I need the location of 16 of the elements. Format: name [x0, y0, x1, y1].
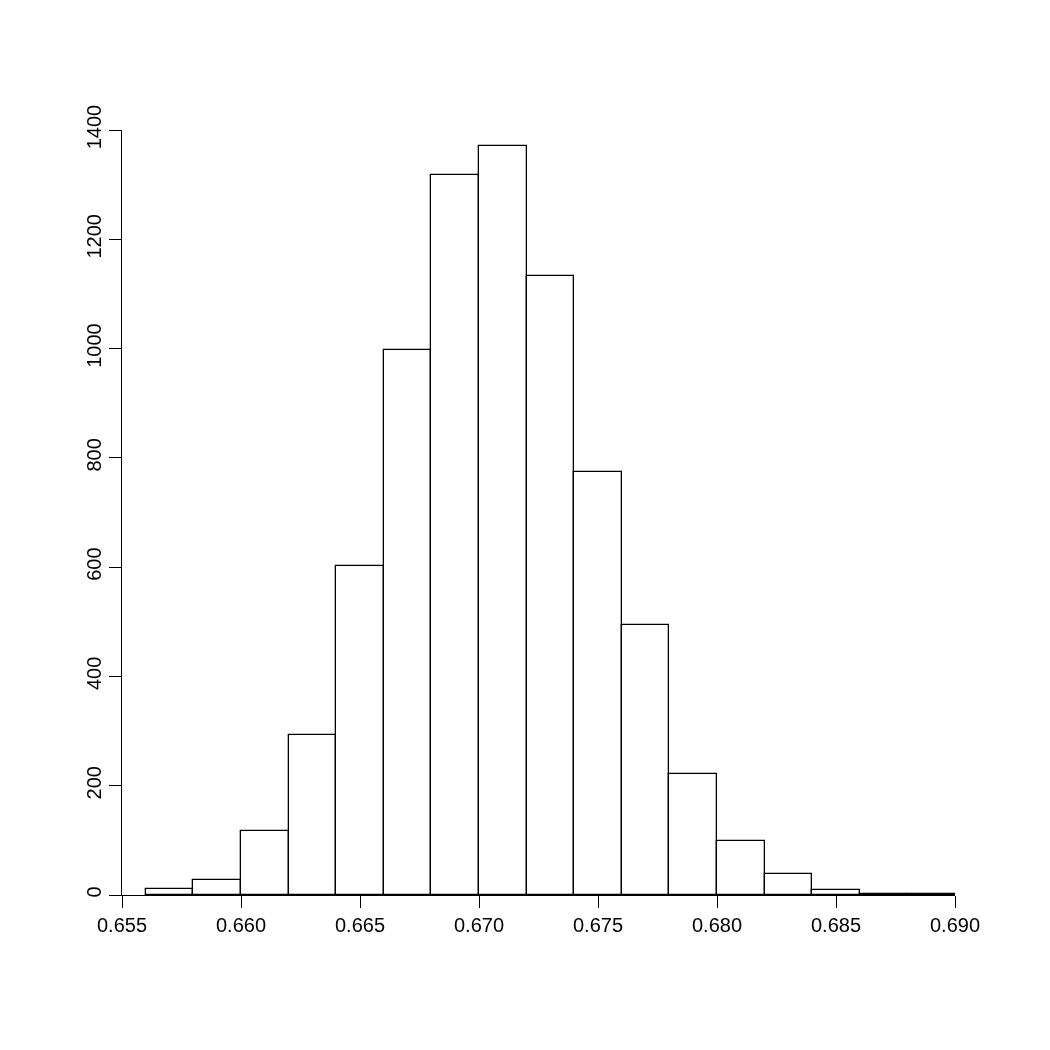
x-tick-label: 0.655	[96, 914, 148, 936]
y-tick-label: 800	[83, 438, 105, 472]
x-tick-label: 0.685	[810, 914, 862, 936]
y-tick-label: 200	[83, 766, 105, 800]
x-tick-label: 0.660	[215, 914, 267, 936]
x-tick-label: 0.675	[572, 914, 624, 936]
y-tick-label: 1400	[83, 104, 105, 150]
x-tick-label: 0.670	[453, 914, 505, 936]
y-tick-label: 1200	[83, 214, 105, 259]
y-tick-label: 400	[83, 656, 105, 691]
x-tick-label: 0.665	[334, 914, 386, 936]
y-tick-label: 1000	[83, 323, 105, 368]
x-tick-label: 0.680	[691, 914, 743, 936]
x-tick-label: 0.690	[929, 914, 981, 936]
y-tick-label: 600	[83, 547, 105, 581]
y-tick-label: 0	[83, 886, 105, 898]
